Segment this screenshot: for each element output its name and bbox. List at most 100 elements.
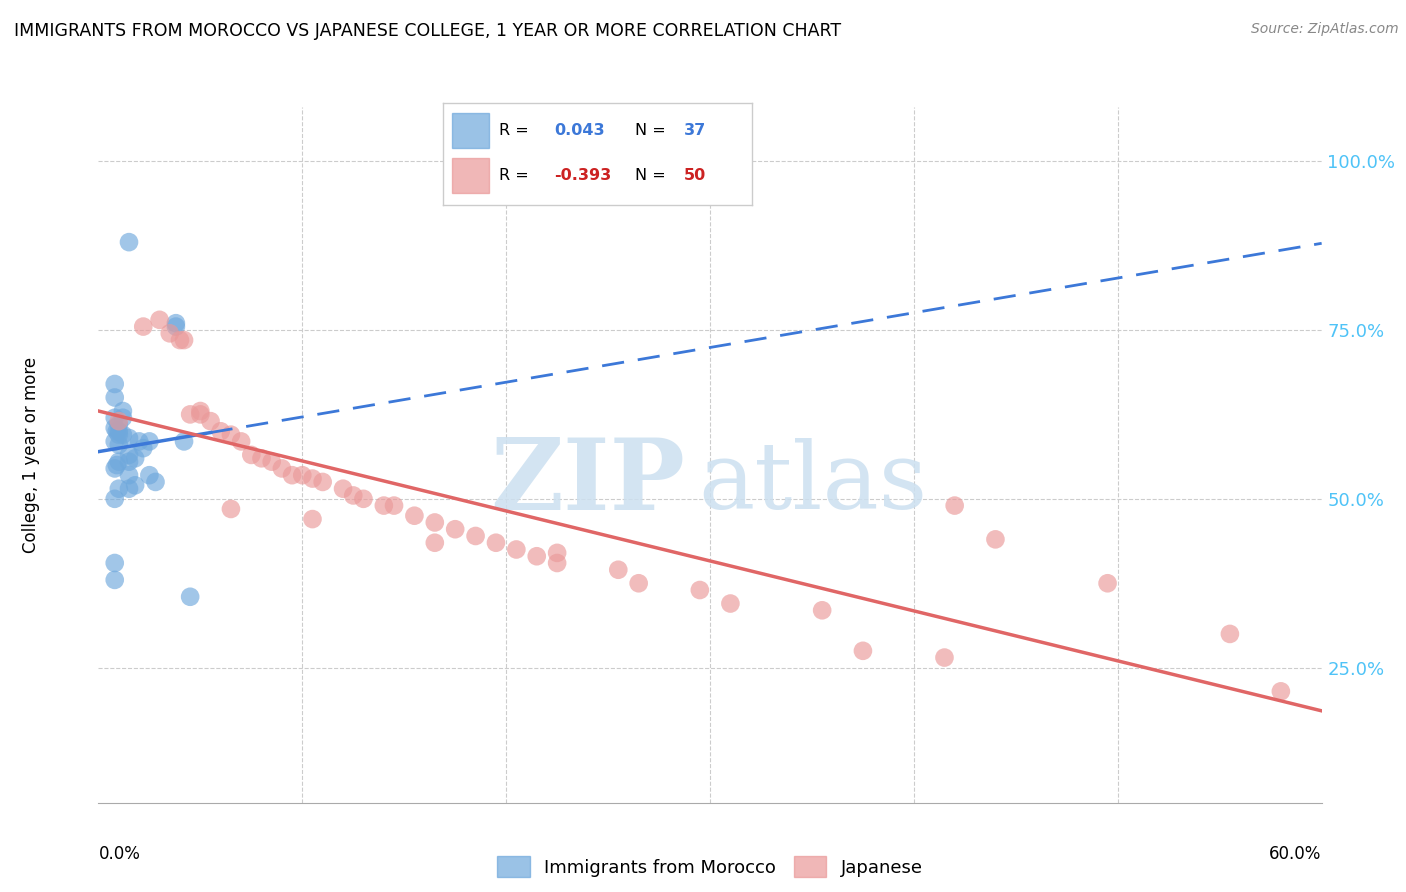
Point — [108, 424, 131, 438]
Text: atlas: atlas — [697, 438, 927, 528]
Text: 60.0%: 60.0% — [1270, 845, 1322, 863]
Point — [250, 451, 273, 466]
Text: N =: N = — [634, 123, 671, 137]
Point — [373, 499, 395, 513]
Point — [984, 533, 1007, 547]
Point — [105, 458, 128, 472]
Point — [240, 448, 263, 462]
Point — [104, 434, 127, 449]
Point — [108, 427, 131, 442]
Text: 50: 50 — [685, 168, 706, 183]
Point — [219, 502, 242, 516]
Point — [104, 556, 127, 570]
Point — [104, 410, 127, 425]
Point — [505, 542, 527, 557]
Point — [943, 499, 966, 513]
Point — [118, 482, 141, 496]
Point — [118, 455, 141, 469]
Point — [159, 326, 181, 341]
Point — [219, 427, 242, 442]
Point — [124, 478, 146, 492]
Point — [128, 434, 150, 449]
Point — [138, 468, 160, 483]
Text: -0.393: -0.393 — [554, 168, 612, 183]
Point — [108, 438, 131, 452]
Point — [209, 424, 232, 438]
Point — [108, 417, 131, 432]
Point — [352, 491, 374, 506]
Text: R =: R = — [499, 123, 533, 137]
Point — [301, 472, 323, 486]
Point — [342, 488, 364, 502]
Point — [404, 508, 426, 523]
Point — [138, 434, 160, 449]
Point — [173, 434, 195, 449]
Text: 0.043: 0.043 — [554, 123, 605, 137]
Point — [260, 455, 283, 469]
Point — [104, 461, 127, 475]
Point — [607, 563, 630, 577]
Point — [811, 603, 834, 617]
Point — [179, 408, 201, 422]
Point — [104, 391, 127, 405]
Point — [546, 546, 568, 560]
Point — [231, 434, 253, 449]
Point — [145, 475, 167, 489]
Point — [118, 235, 141, 249]
Point — [111, 404, 134, 418]
Point — [485, 535, 508, 549]
Point — [852, 644, 875, 658]
Point — [270, 461, 294, 475]
Point — [1270, 684, 1292, 698]
Point — [200, 414, 222, 428]
Point — [165, 316, 187, 330]
Point — [104, 573, 127, 587]
Point — [464, 529, 486, 543]
Point — [444, 522, 467, 536]
Point — [108, 414, 131, 428]
Point — [382, 499, 405, 513]
Point — [118, 448, 141, 462]
Point — [423, 516, 446, 530]
Point — [281, 468, 304, 483]
Text: IMMIGRANTS FROM MOROCCO VS JAPANESE COLLEGE, 1 YEAR OR MORE CORRELATION CHART: IMMIGRANTS FROM MOROCCO VS JAPANESE COLL… — [14, 22, 841, 40]
Text: ZIP: ZIP — [491, 434, 686, 532]
Point — [291, 468, 314, 483]
Text: N =: N = — [634, 168, 671, 183]
Point — [132, 441, 155, 455]
Point — [546, 556, 568, 570]
Point — [118, 468, 141, 483]
Point — [149, 313, 172, 327]
Legend: Immigrants from Morocco, Japanese: Immigrants from Morocco, Japanese — [489, 849, 931, 884]
Point — [188, 408, 212, 422]
Point — [118, 431, 141, 445]
Point — [108, 455, 131, 469]
Point — [934, 650, 956, 665]
Point — [720, 597, 742, 611]
Point — [124, 451, 146, 466]
Point — [111, 410, 134, 425]
Point — [332, 482, 354, 496]
Point — [526, 549, 548, 564]
Point — [179, 590, 201, 604]
Point — [173, 333, 195, 347]
Point — [169, 333, 191, 347]
Bar — [453, 158, 489, 193]
Point — [423, 535, 446, 549]
Bar — [453, 112, 489, 148]
Point — [111, 427, 134, 442]
Point — [105, 424, 128, 438]
Point — [312, 475, 335, 489]
Text: 0.0%: 0.0% — [98, 845, 141, 863]
Point — [689, 582, 711, 597]
Point — [104, 376, 127, 391]
Text: Source: ZipAtlas.com: Source: ZipAtlas.com — [1251, 22, 1399, 37]
Point — [104, 491, 127, 506]
Text: R =: R = — [499, 168, 533, 183]
Point — [165, 319, 187, 334]
Point — [188, 404, 212, 418]
Point — [627, 576, 650, 591]
Point — [104, 421, 127, 435]
Point — [108, 482, 131, 496]
Text: College, 1 year or more: College, 1 year or more — [22, 357, 41, 553]
